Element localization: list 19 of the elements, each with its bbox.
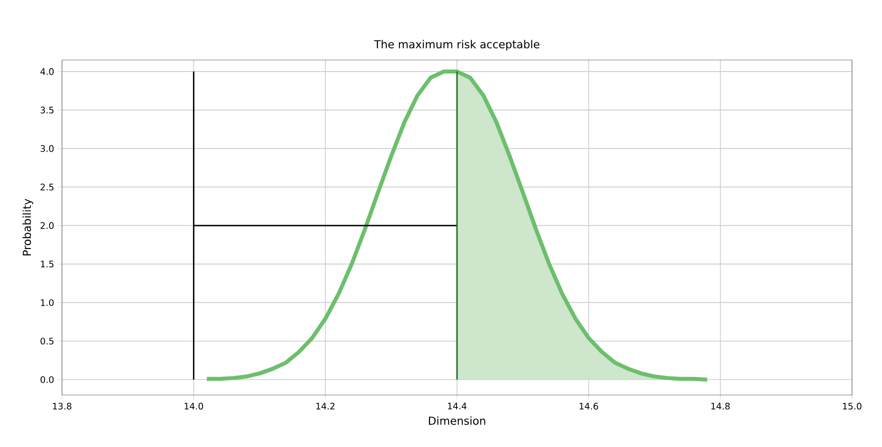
y-tick-label: 4.0 <box>40 68 54 75</box>
y-tick-label: 3.0 <box>40 145 54 152</box>
y-tick-label: 2.5 <box>40 184 54 190</box>
x-tick-label: 14.4 <box>448 402 466 410</box>
x-tick-label: 14.2 <box>316 402 334 410</box>
x-tick-label: 15.0 <box>843 402 862 410</box>
y-tick-label: 0.0 <box>40 376 54 383</box>
y-axis-title: Probability <box>22 198 34 256</box>
y-tick-label: 1.5 <box>40 260 54 268</box>
x-tick-label: 14.8 <box>711 402 730 410</box>
x-tick-label: 14.0 <box>184 402 204 410</box>
y-tick-label: 3.5 <box>40 106 54 114</box>
chart-title: The maximum risk acceptable <box>374 40 540 51</box>
x-axis-title: Dimension <box>428 416 486 425</box>
y-tick-label: 1.0 <box>40 299 54 306</box>
x-tick-label: 14.6 <box>580 402 598 410</box>
y-tick-label: 0.5 <box>40 338 54 344</box>
y-tick-label: 2.0 <box>40 222 54 229</box>
x-tick-label: 13.8 <box>53 402 72 410</box>
